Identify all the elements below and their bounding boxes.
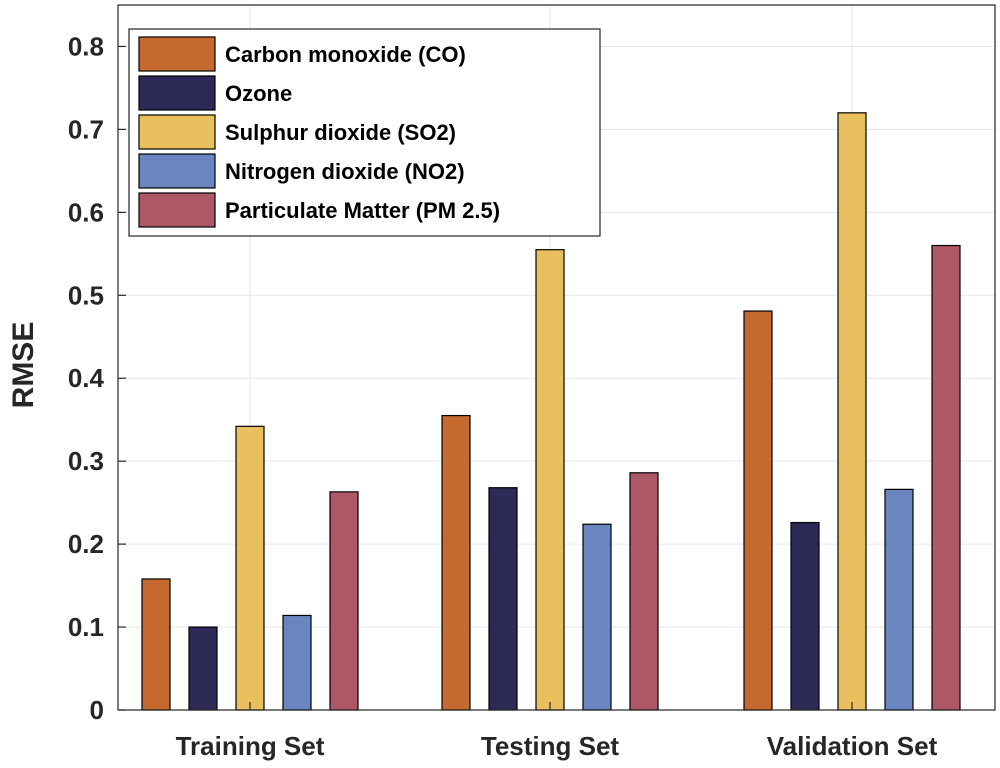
legend-swatch (138, 192, 216, 228)
y-tick-label: 0.2 (68, 529, 104, 559)
bar-4-training-set (282, 614, 312, 711)
y-tick-label: 0.3 (68, 446, 104, 476)
y-tick-label: 0.6 (68, 197, 104, 227)
y-tick-label: 0 (90, 695, 104, 725)
bar-1-testing-set (441, 414, 471, 711)
y-tick-label: 0.4 (68, 363, 105, 393)
legend-entry-label: Nitrogen dioxide (NO2) (225, 159, 465, 184)
bar-5-validation-set (931, 244, 961, 711)
legend-entry-label: Carbon monoxide (CO) (225, 42, 466, 67)
y-tick-label: 0.7 (68, 114, 104, 144)
legend: Carbon monoxide (CO) Ozone Sulphur dioxide… (128, 28, 601, 237)
x-tick-label: Training Set (176, 731, 325, 761)
legend-swatch (138, 114, 216, 150)
bars (141, 112, 961, 711)
y-tick-label: 0.8 (68, 31, 104, 61)
y-axis-label: RMSE (7, 322, 40, 409)
bar-3-training-set (235, 425, 265, 711)
x-tick-label: Validation Set (767, 731, 938, 761)
y-tick-label: 0.5 (68, 280, 104, 310)
legend-swatch (138, 36, 216, 72)
bar-4-validation-set (884, 488, 914, 711)
bar-3-validation-set (837, 112, 867, 711)
legend-swatch (138, 75, 216, 111)
axes-box (117, 4, 996, 711)
bar-5-testing-set (629, 472, 659, 711)
x-tick-label: Testing Set (481, 731, 620, 761)
bar-2-training-set (188, 626, 218, 711)
bar-4-testing-set (582, 523, 612, 711)
legend-entry-label: Ozone (225, 81, 292, 106)
legend-entry-label: Particulate Matter (PM 2.5) (225, 198, 500, 223)
legend-swatch (138, 153, 216, 189)
bar-1-training-set (141, 578, 171, 711)
axes (117, 4, 996, 711)
bar-1-validation-set (743, 310, 773, 711)
y-tick-label: 0.1 (68, 612, 104, 642)
bar-3-testing-set (535, 249, 565, 711)
bar-5-training-set (329, 491, 359, 711)
legend-entry-label: Sulphur dioxide (SO2) (225, 120, 456, 145)
bar-2-validation-set (790, 521, 820, 711)
bar-2-testing-set (488, 487, 518, 711)
tick-labels: 0 0.1 0.2 0.3 0.4 0.5 0.6 0.7 0.8 Training Set Tes… (68, 31, 938, 761)
